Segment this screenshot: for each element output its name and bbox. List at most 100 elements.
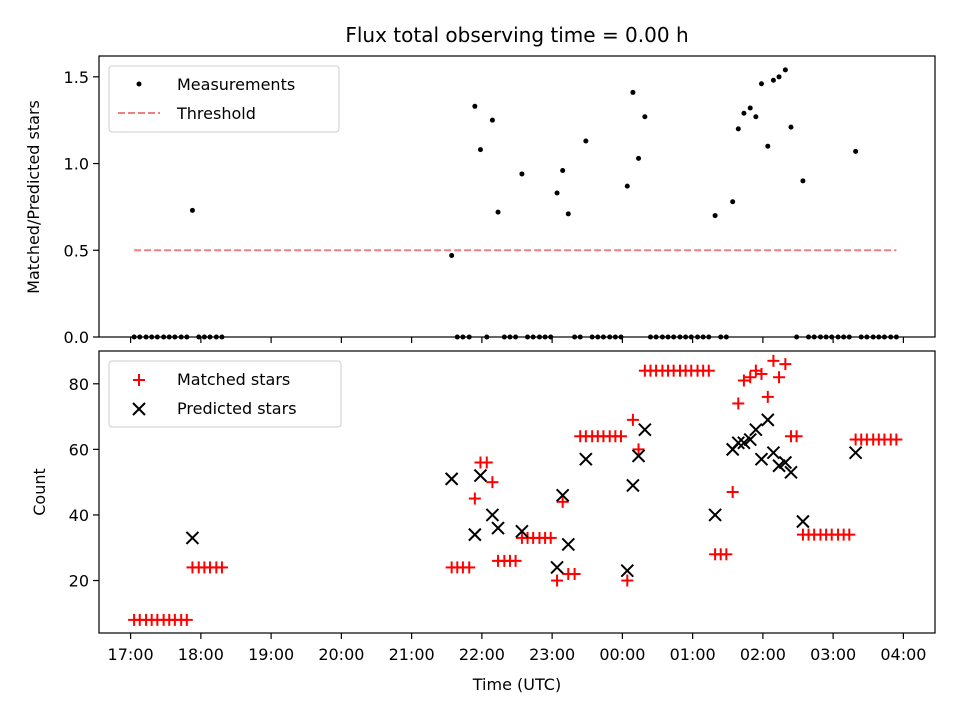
predicted-star-point <box>515 524 529 539</box>
measurement-point <box>572 334 578 340</box>
x-tick-label: 22:00 <box>459 645 505 664</box>
predicted-star-point <box>754 452 769 466</box>
chart-title: Flux total observing time = 0.00 h <box>345 23 688 47</box>
measurement-point <box>647 334 653 340</box>
measurement-point <box>823 334 829 340</box>
bottom-y-tick-label: 20 <box>69 572 89 591</box>
top-y-tick-label: 0.5 <box>64 241 89 260</box>
matched-star-point <box>509 554 522 567</box>
matched-stars-series <box>128 354 903 626</box>
measurement-point <box>765 143 771 149</box>
measurement-point <box>560 167 566 173</box>
measurement-point <box>858 334 864 340</box>
measurement-point <box>143 334 149 340</box>
predicted-star-point <box>561 537 575 552</box>
measurement-point <box>723 334 729 340</box>
predicted-star-point <box>185 531 200 545</box>
measurement-point <box>683 334 689 340</box>
matched-star-point <box>556 495 569 508</box>
predicted-star-point <box>485 508 500 522</box>
top-x-ticks <box>130 337 904 343</box>
measurement-point <box>449 252 455 258</box>
measurement-point <box>794 334 800 340</box>
measurement-point <box>554 190 560 196</box>
matched-star-point <box>890 433 903 446</box>
measurement-point <box>484 334 490 340</box>
matched-star-point <box>779 358 792 371</box>
top-legend-frame <box>108 65 340 133</box>
measurement-point <box>201 334 207 340</box>
predicted-star-point <box>468 527 482 542</box>
matched-star-point <box>215 561 228 574</box>
measurement-point <box>800 178 806 184</box>
x-tick-label: 21:00 <box>389 645 435 664</box>
predicted-star-point <box>766 445 781 460</box>
measurement-point <box>149 334 155 340</box>
x-tick-label: 17:00 <box>108 645 154 664</box>
measurement-point <box>671 334 677 340</box>
matched-star-point <box>568 567 581 580</box>
measurement-point <box>600 334 606 340</box>
measurement-point <box>876 334 882 340</box>
predicted-star-point <box>555 488 570 502</box>
predicted-star-point <box>444 472 459 486</box>
bottom-plot-frame <box>98 350 936 634</box>
x-tick-label: 18:00 <box>178 645 224 664</box>
bottom-y-axis: 20 40 60 80 <box>69 375 99 591</box>
predicted-stars-series <box>185 413 863 578</box>
matched-star-point <box>180 613 193 626</box>
measurement-point <box>542 334 548 340</box>
predicted-star-point <box>579 452 593 466</box>
measurement-point <box>735 126 741 132</box>
matched-star-point <box>463 561 476 574</box>
measurement-point <box>776 74 782 80</box>
matched-star-point <box>614 430 627 443</box>
measurement-point <box>712 213 718 219</box>
measurements-legend-label: Measurements <box>177 75 295 94</box>
predicted-star-point <box>743 432 757 447</box>
top-y-axis-label: Matched/Predicted stars <box>24 100 43 294</box>
x-axis-label: Time (UTC) <box>472 675 561 694</box>
predicted-star-point <box>708 508 722 522</box>
matched-star-point <box>744 371 757 384</box>
threshold-legend-label: Threshold <box>176 104 256 123</box>
matched-star-point <box>767 354 780 367</box>
matched-star-point <box>726 486 739 498</box>
measurement-point <box>154 334 160 340</box>
measurement-point <box>881 334 887 340</box>
measurement-point <box>530 334 536 340</box>
measurement-point <box>472 103 478 109</box>
measurement-point <box>806 334 812 340</box>
measurement-point <box>519 171 525 177</box>
matched-star-point <box>737 374 750 387</box>
matched-star-point <box>468 492 481 505</box>
matched-star-point <box>702 364 715 377</box>
matched-star-point <box>843 528 856 541</box>
measurement-point <box>730 199 736 205</box>
matched-star-point <box>486 476 499 489</box>
matched-star-point <box>732 397 745 410</box>
matched-star-point <box>790 430 803 443</box>
measurement-point <box>782 67 788 73</box>
matched-star-point <box>621 574 634 587</box>
measurement-point <box>178 334 184 340</box>
predicted-star-point <box>778 455 793 470</box>
measurement-point <box>853 148 859 154</box>
measurement-point <box>189 207 195 213</box>
x-tick-label: 00:00 <box>599 645 645 664</box>
measurement-point <box>219 334 225 340</box>
measurement-point <box>460 334 466 340</box>
measurement-point <box>636 155 642 161</box>
predicted-star-point <box>473 468 488 483</box>
predicted-legend-marker <box>132 402 146 416</box>
measurement-point <box>161 334 167 340</box>
predicted-star-point <box>749 422 763 437</box>
predicted-star-point <box>626 478 640 493</box>
measurement-point <box>577 334 583 340</box>
predicted-star-point <box>848 445 863 460</box>
measurement-point <box>477 147 483 153</box>
measurement-point <box>653 334 659 340</box>
matched-legend-label: Matched stars <box>177 370 290 389</box>
matched-star-point <box>626 413 639 426</box>
